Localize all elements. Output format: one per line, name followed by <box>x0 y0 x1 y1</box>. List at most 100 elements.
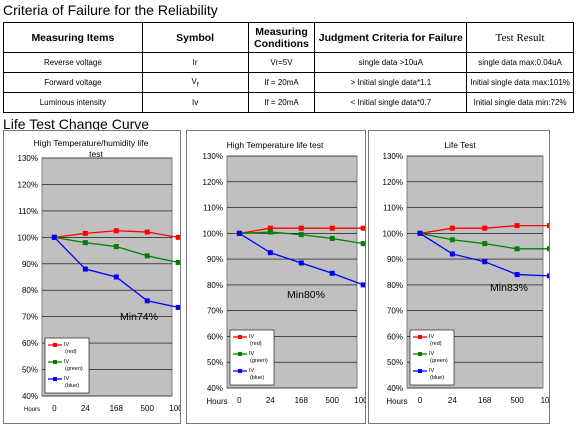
y-tick-label: 60% <box>387 332 403 341</box>
data-point <box>267 225 273 231</box>
table-cell: Reverse voltage <box>3 52 143 73</box>
x-tick-label: 168 <box>295 396 309 405</box>
data-point <box>329 235 335 241</box>
data-point <box>267 250 273 256</box>
x-axis-unit: Hours <box>206 397 227 406</box>
data-point <box>175 259 181 265</box>
header-measuring-items: Measuring Items <box>3 22 143 53</box>
y-tick-label: 50% <box>207 358 223 367</box>
header-test-result: Test Result <box>466 22 574 53</box>
legend-label: (red) <box>250 341 262 347</box>
y-tick-label: 90% <box>207 255 223 264</box>
legend-swatch-marker <box>238 369 242 373</box>
data-point <box>329 270 335 276</box>
legend-label: IV <box>429 334 435 340</box>
data-point <box>449 225 455 231</box>
data-point <box>175 234 181 240</box>
min-annotation: Min83% <box>490 282 528 294</box>
legend-label: IV <box>64 376 70 382</box>
header-judgment-criteria: Judgment Criteria for Failure <box>314 22 468 53</box>
legend-label: (blue) <box>65 383 79 389</box>
data-point <box>360 225 366 231</box>
header-line: Measuring <box>255 25 308 38</box>
y-tick-label: 130% <box>18 154 38 163</box>
legend-swatch-marker <box>53 360 57 364</box>
legend-swatch-marker <box>53 343 57 347</box>
legend-swatch-marker <box>238 335 242 339</box>
y-tick-label: 70% <box>22 313 38 322</box>
data-point <box>298 260 304 266</box>
data-point <box>329 225 335 231</box>
legend-label: IV <box>429 368 435 374</box>
legend-swatch-marker <box>53 377 57 381</box>
data-point <box>482 259 488 265</box>
y-tick-label: 110% <box>383 204 403 213</box>
data-point <box>175 304 181 310</box>
data-point <box>113 228 119 234</box>
y-tick-label: 120% <box>203 178 223 187</box>
x-tick-label: 24 <box>448 396 457 405</box>
report-title: Criteria of Failure for the Reliability <box>3 2 218 18</box>
legend-label: (red) <box>65 349 77 355</box>
legend-label: IV <box>249 351 255 357</box>
x-tick-label: 168 <box>478 396 492 405</box>
y-tick-label: 70% <box>387 307 403 316</box>
table-cell: Forward voltage <box>3 72 143 93</box>
table-cell: < Initial single data*0.7 <box>314 92 468 113</box>
chart-life-test: Life Test 40% 50% 60% 70% 80% 90% 100% 110% 120% 1… <box>368 130 559 424</box>
y-tick-label: 40% <box>387 384 403 393</box>
x-tick-label: 0 <box>237 396 242 405</box>
x-tick-label: 500 <box>510 396 524 405</box>
table-cell: If = 20mA <box>247 72 316 93</box>
table-cell: Iv <box>141 92 249 113</box>
x-tick-label: 1000 <box>354 396 365 405</box>
legend-label: IV <box>64 342 70 348</box>
section-title: Life Test Change Curve <box>3 116 150 132</box>
y-tick-label: 130% <box>383 152 403 161</box>
y-tick-label: 50% <box>22 366 38 375</box>
x-tick-label: 500 <box>141 404 155 413</box>
legend-label: IV <box>64 359 70 365</box>
table-cell: Vr=5V <box>247 52 316 73</box>
data-point <box>514 272 520 278</box>
y-tick-label: 110% <box>18 207 38 216</box>
data-point <box>82 230 88 236</box>
chart-svg: High Temperature life test 40% 50% 60% 70% 80… <box>203 140 373 406</box>
y-tick-label: 60% <box>22 339 38 348</box>
y-tick-label: 80% <box>22 286 38 295</box>
data-point <box>236 230 242 236</box>
y-tick-label: 100% <box>18 233 38 242</box>
chart-humidity-life-test: High Temperature/humidity life test 40% 50%… <box>3 130 188 424</box>
table-cell: single data max:0.04uA <box>466 52 574 73</box>
y-tick-label: 90% <box>22 260 38 269</box>
y-tick-label: 70% <box>207 307 223 316</box>
table-row: Luminous intensity Iv If = 20mA < Initia… <box>3 92 574 113</box>
y-tick-label: 120% <box>18 180 38 189</box>
data-point <box>514 246 520 252</box>
y-tick-label: 110% <box>203 204 223 213</box>
table-cell: Ir <box>141 52 249 73</box>
y-tick-label: 80% <box>207 281 223 290</box>
chart-high-temp-life-test: High Temperature life test 40% 50% 60% 70% 80… <box>186 130 373 424</box>
y-tick-label: 40% <box>22 392 38 401</box>
data-point <box>113 274 119 280</box>
y-tick-label: 130% <box>203 152 223 161</box>
header-measuring-conditions: Measuring Conditions <box>247 22 316 53</box>
table-cell: single data >10uA <box>314 52 468 73</box>
min-annotation: Min80% <box>287 289 325 301</box>
y-tick-label: 60% <box>207 332 223 341</box>
x-tick-label: 0 <box>52 404 57 413</box>
legend-swatch-marker <box>238 352 242 356</box>
x-tick-label: 500 <box>326 396 340 405</box>
symbol-vf: Vf <box>192 77 199 89</box>
y-tick-label: 40% <box>207 384 223 393</box>
table-cell: Vf <box>141 72 249 93</box>
data-point <box>51 234 57 240</box>
chart-title: Life Test <box>444 140 476 150</box>
data-point <box>417 230 423 236</box>
y-tick-label: 100% <box>383 229 403 238</box>
data-point <box>267 229 273 235</box>
legend-label: (green) <box>250 358 268 364</box>
chart-title: High Temperature/humidity life <box>34 138 149 148</box>
